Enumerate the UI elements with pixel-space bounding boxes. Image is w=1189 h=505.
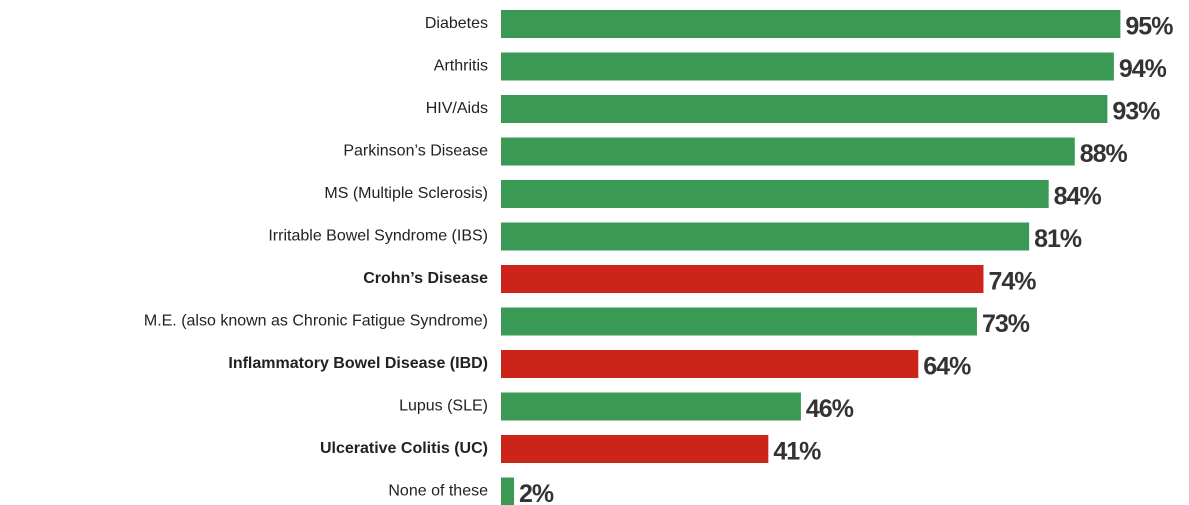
bar xyxy=(501,435,769,463)
category-label: Diabetes xyxy=(425,15,488,32)
category-label: Ulcerative Colitis (UC) xyxy=(320,440,488,457)
value-label: 93% xyxy=(1112,98,1160,126)
value-label: 73% xyxy=(982,310,1030,338)
bar xyxy=(501,52,1114,81)
bar xyxy=(501,95,1108,123)
bar xyxy=(501,392,801,421)
category-label: Arthritis xyxy=(434,58,488,75)
bar xyxy=(501,137,1075,166)
value-label: 94% xyxy=(1119,55,1167,83)
value-label: 2% xyxy=(519,480,554,505)
category-label: M.E. (also known as Chronic Fatigue Synd… xyxy=(144,313,488,330)
category-label: MS (Multiple Sclerosis) xyxy=(324,185,488,202)
category-label: Irritable Bowel Syndrome (IBS) xyxy=(268,228,488,245)
bar xyxy=(501,350,919,378)
value-label: 41% xyxy=(773,438,821,466)
bar xyxy=(501,307,977,336)
value-label: 74% xyxy=(988,268,1036,296)
value-label: 64% xyxy=(923,353,971,381)
value-label: 81% xyxy=(1034,225,1082,253)
category-label: None of these xyxy=(388,483,488,500)
bar xyxy=(501,222,1030,251)
bar xyxy=(501,477,515,505)
bar xyxy=(501,265,984,293)
bar xyxy=(501,10,1121,38)
category-label: Inflammatory Bowel Disease (IBD) xyxy=(228,355,488,372)
value-label: 84% xyxy=(1054,183,1102,211)
category-label: HIV/Aids xyxy=(426,100,488,117)
category-label: Lupus (SLE) xyxy=(399,398,488,415)
value-label: 46% xyxy=(806,395,854,423)
value-label: 88% xyxy=(1080,140,1128,168)
bar xyxy=(501,180,1049,208)
category-label: Crohn’s Disease xyxy=(363,270,488,287)
category-label: Parkinson’s Disease xyxy=(343,143,488,160)
value-label: 95% xyxy=(1125,13,1173,41)
